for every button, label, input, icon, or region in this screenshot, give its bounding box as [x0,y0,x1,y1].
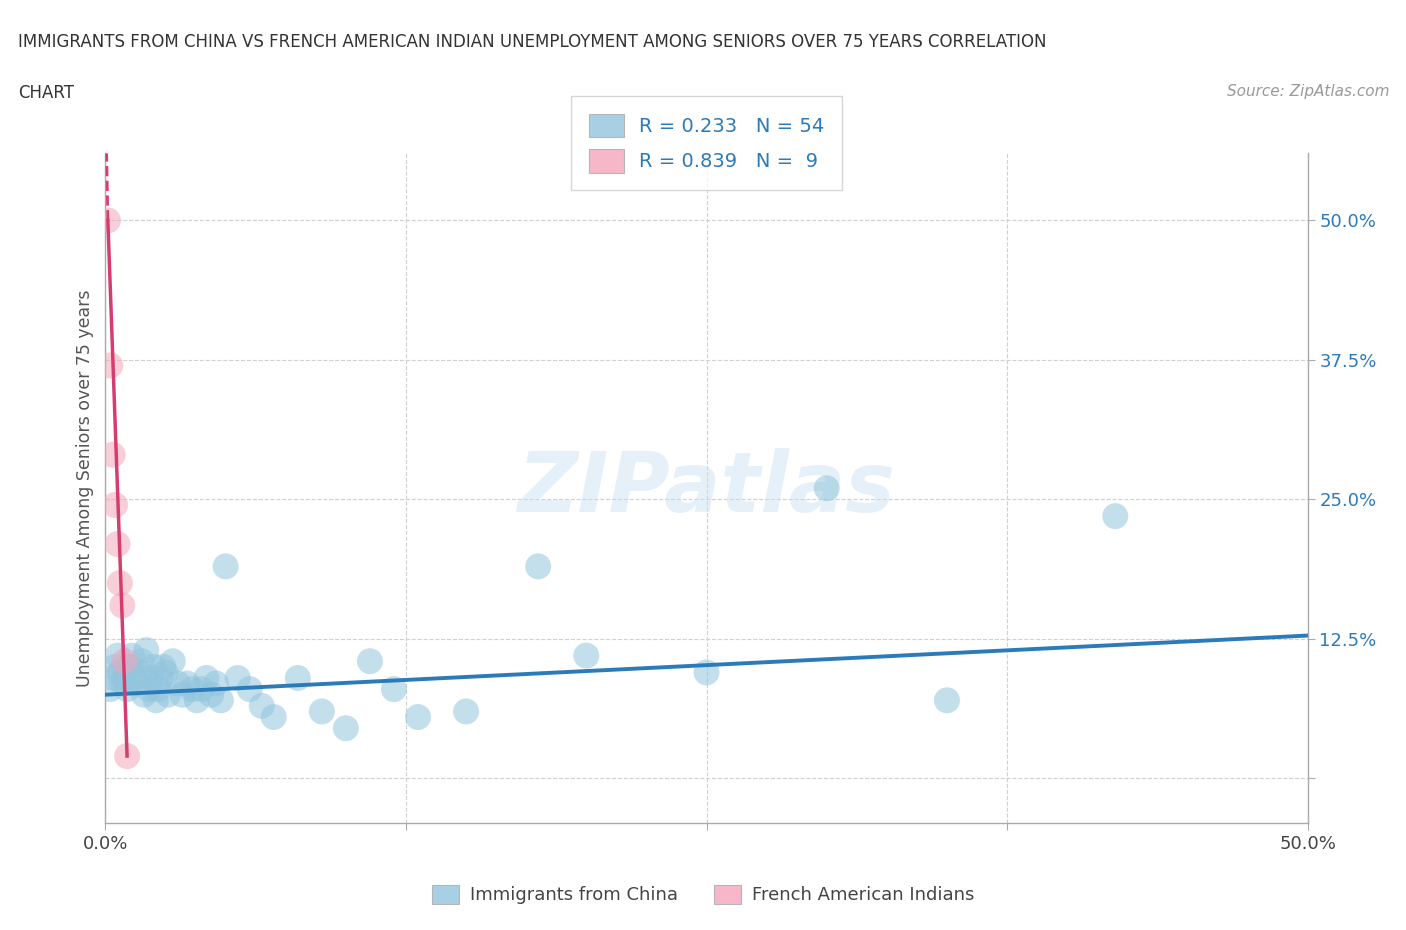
Point [214,559,236,574]
Point [149,671,172,685]
Point [382,682,405,697]
Point [287,671,309,685]
Point [111,676,134,691]
Point [226,671,249,685]
Point [156,687,179,702]
Point [128,665,150,680]
Point [200,687,222,702]
Point [108,665,131,680]
Point [121,648,143,663]
Point [527,559,550,574]
Point [575,648,598,663]
Point [114,671,136,685]
Point [98,358,121,373]
Point [124,671,146,685]
Point [104,659,127,674]
Point [145,693,167,708]
Point [263,710,285,724]
Text: IMMIGRANTS FROM CHINA VS FRENCH AMERICAN INDIAN UNEMPLOYMENT AMONG SENIORS OVER : IMMIGRANTS FROM CHINA VS FRENCH AMERICAN… [18,33,1047,50]
Point [111,598,134,613]
Legend: Immigrants from China, French American Indians: Immigrants from China, French American I… [425,878,981,911]
Point [239,682,262,697]
Point [152,659,174,674]
Point [135,643,157,658]
Point [107,537,129,551]
Point [104,498,127,512]
Point [118,659,141,674]
Point [101,447,124,462]
Point [108,576,131,591]
Point [406,710,429,724]
Text: CHART: CHART [18,84,75,101]
Point [97,213,120,228]
Point [115,749,138,764]
Point [190,682,212,697]
Point [311,704,333,719]
Point [148,682,170,697]
Point [195,671,218,685]
Point [696,665,718,680]
Point [1104,509,1126,524]
Point [936,693,959,708]
Point [114,654,136,669]
Point [132,687,155,702]
Point [205,676,228,691]
Point [250,698,273,713]
Legend: R = 0.233   N = 54, R = 0.839   N =  9: R = 0.233 N = 54, R = 0.839 N = 9 [571,96,842,191]
Point [142,659,165,674]
Point [176,676,198,691]
Point [115,682,138,697]
Point [172,687,194,702]
Point [815,481,838,496]
Point [181,682,204,697]
Point [125,676,148,691]
Point [139,671,162,685]
Text: Source: ZipAtlas.com: Source: ZipAtlas.com [1226,84,1389,99]
Point [335,721,357,736]
Text: ZIPatlas: ZIPatlas [517,447,896,529]
Point [155,665,177,680]
Point [107,648,129,663]
Point [162,654,184,669]
Point [131,654,153,669]
Point [101,671,124,685]
Point [98,682,121,697]
Point [209,693,232,708]
Point [454,704,477,719]
Y-axis label: Unemployment Among Seniors over 75 years: Unemployment Among Seniors over 75 years [76,289,94,687]
Point [186,693,208,708]
Point [166,676,188,691]
Point [359,654,381,669]
Point [138,682,160,697]
